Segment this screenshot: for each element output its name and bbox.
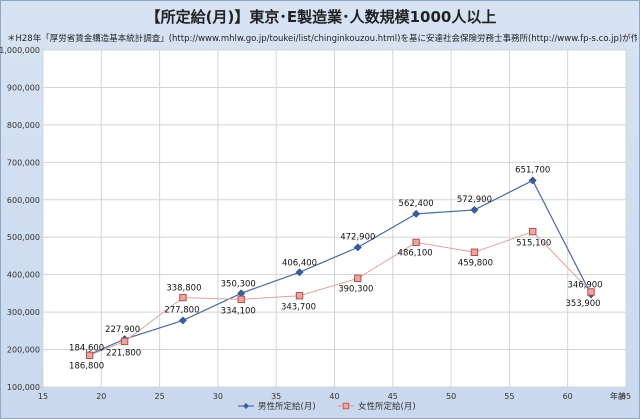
male-point: [353, 243, 362, 252]
male-point: [178, 316, 187, 325]
series-markers: [85, 176, 595, 360]
data-label: 227,900: [105, 325, 140, 335]
data-label: 562,400: [399, 199, 434, 209]
x-tick-label: 50: [446, 392, 456, 401]
data-label: 338,800: [166, 284, 201, 294]
legend: 男性所定給(月) 女性所定給(月): [238, 401, 416, 412]
female-point: [85, 351, 94, 360]
female-point: [179, 293, 187, 302]
female-point: [470, 248, 479, 256]
x-tick-label: 15: [38, 392, 48, 401]
male-point: [295, 268, 304, 277]
y-tick-label: 1,000,000: [0, 46, 40, 55]
data-label: 353,900: [565, 299, 600, 309]
x-tick-label: 20: [96, 392, 106, 401]
series-line: [89, 230, 592, 356]
y-tick-labels: 100,000 200,000 300,000 400,000 500,000 600,0…: [0, 46, 40, 392]
female-point: [587, 288, 595, 296]
y-tick-label: 300,000: [7, 308, 40, 317]
data-label: 346,900: [567, 281, 602, 291]
y-tick-label: 800,000: [7, 121, 40, 130]
y-tick-label: 900,000: [7, 83, 40, 92]
data-label: 277,800: [164, 305, 199, 315]
y-tick-label: 400,000: [7, 271, 40, 280]
x-tick-label: 25: [155, 392, 165, 401]
x-tick-label: 60: [563, 392, 573, 401]
legend-marker: [243, 403, 249, 409]
data-label: 343,700: [281, 303, 316, 313]
x-tick-label: 30: [213, 392, 223, 401]
data-label: 186,800: [69, 361, 104, 371]
legend-label: 女性所定給(月): [358, 401, 416, 412]
data-label: 390,300: [338, 284, 373, 294]
data-label: 515,100: [516, 239, 551, 249]
female-point: [412, 238, 420, 247]
data-label: 221,800: [106, 348, 141, 358]
grid-lines: [42, 49, 627, 388]
legend-label: 男性所定給(月): [258, 401, 316, 412]
female-point: [529, 227, 537, 236]
data-label: 486,100: [398, 248, 433, 258]
data-label: 572,900: [457, 195, 492, 205]
legend-marker: [342, 402, 350, 410]
chart-subtitle: ＊H28年「厚労省賃金構造基本統計調査」(http://www.mhlw.go.…: [7, 34, 637, 44]
chart-title: 【所定給(月)】東京･E製造業･人数規模1000人以上: [145, 8, 497, 26]
female-point: [237, 295, 245, 304]
x-tick-label: 55: [504, 392, 514, 401]
series-line: [89, 179, 592, 356]
data-label: 350,300: [221, 279, 256, 289]
data-labels: 186,800 227,900 277,800 350,300 406,400 472,9…: [69, 165, 603, 371]
x-tick-labels: 15 20 25 30 35 40 45 50 55 60 65: [38, 392, 631, 401]
y-tick-label: 200,000: [7, 346, 40, 355]
x-tick-label: 45: [388, 392, 398, 401]
data-label: 406,400: [282, 258, 317, 268]
x-tick-label: 65: [621, 392, 631, 401]
data-label: 334,100: [221, 306, 256, 316]
female-point: [354, 274, 362, 282]
data-label: 472,900: [340, 232, 375, 242]
male-point: [470, 206, 479, 214]
data-label: 651,700: [515, 165, 550, 175]
data-label: 459,800: [458, 258, 493, 268]
y-tick-label: 700,000: [7, 158, 40, 167]
y-tick-label: 100,000: [7, 383, 40, 392]
male-point: [412, 209, 421, 218]
series-lines: [89, 179, 592, 356]
y-tick-label: 600,000: [7, 196, 40, 205]
y-tick-label: 500,000: [7, 233, 40, 242]
x-tick-label: 40: [329, 392, 339, 401]
data-label: 184,600: [69, 343, 104, 353]
female-point: [120, 337, 129, 346]
x-tick-label: 35: [271, 392, 281, 401]
female-point: [295, 292, 304, 300]
x-axis-label: 年齢: [610, 391, 626, 401]
male-point: [528, 176, 537, 185]
